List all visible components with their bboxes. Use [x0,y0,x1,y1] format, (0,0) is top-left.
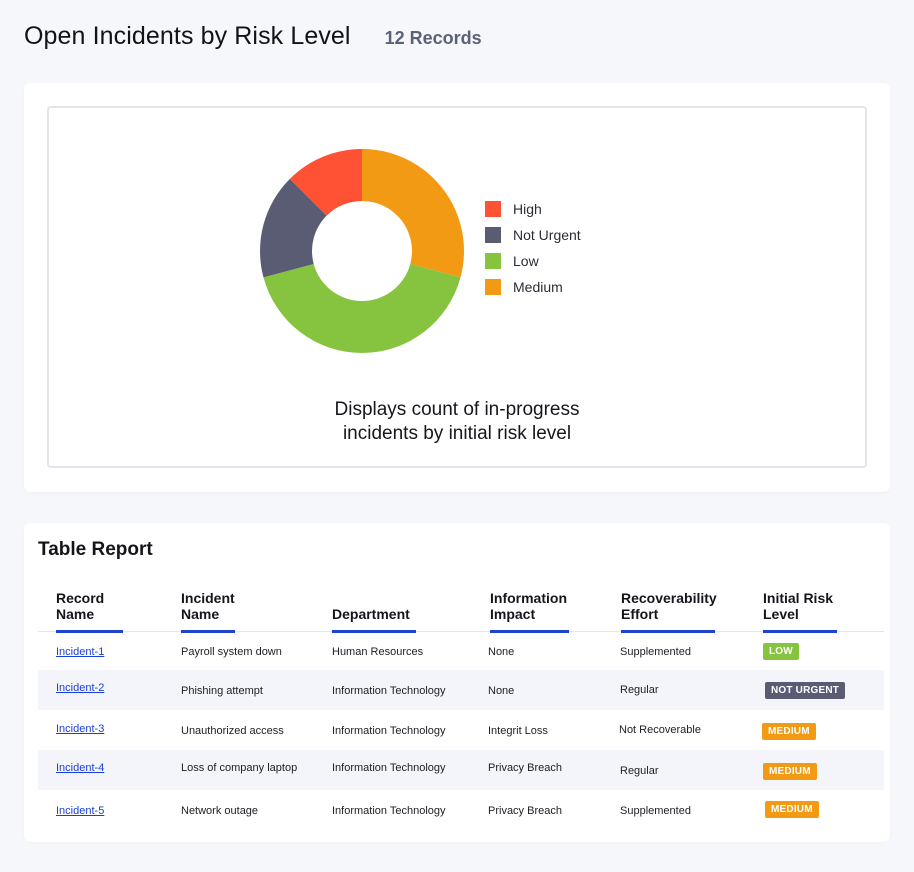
table-row: Incident-5 Network outage Information Te… [38,790,884,830]
risk-badge: MEDIUM [763,763,817,780]
header-information-impact[interactable]: Information Impact [490,590,567,622]
header-underline [490,630,569,633]
impact-cell: None [488,646,515,658]
table-row: Incident-1 Payroll system down Human Res… [38,633,884,670]
record-link[interactable]: Incident-3 [56,723,105,735]
impact-cell: Privacy Breach [488,762,562,774]
chart-panel: High Not Urgent Low Medium Displays count o… [47,106,867,468]
header-underline [332,630,416,633]
impact-cell: None [488,685,515,697]
header-line: Name [181,606,220,622]
effort-cell: Supplemented [620,805,691,817]
header-line: Initial Risk [763,590,834,606]
legend-swatch [485,279,501,295]
legend-item-low[interactable]: Low [485,248,581,274]
risk-badge: NOT URGENT [765,682,846,699]
record-link[interactable]: Incident-2 [56,682,105,694]
chart-caption-line-1: Displays count of in-progress [334,399,580,420]
header-underline [181,630,235,633]
header-underline [763,630,837,633]
donut-chart [260,149,464,354]
header-record-name[interactable]: Record Name [56,590,104,622]
record-link[interactable]: Incident-5 [56,805,105,817]
header-line: Level [763,606,799,622]
table-row: Incident-2 Phishing attempt Information … [38,670,884,710]
department-cell: Information Technology [332,725,446,737]
department-cell: Information Technology [332,805,446,817]
department-cell: Information Technology [332,762,446,774]
incident-name-cell: Phishing attempt [181,685,263,697]
record-count: 12 Records [384,28,482,48]
legend-label: Not Urgent [513,227,581,243]
effort-cell: Regular [620,684,659,696]
chart-card: High Not Urgent Low Medium Displays count o… [24,83,890,492]
incident-name-cell: Unauthorized access [181,725,284,737]
header-initial-risk-level[interactable]: Initial Risk Level [763,590,833,622]
legend-item-high[interactable]: High [485,196,581,222]
incident-name-cell: Loss of company laptop [181,762,298,774]
table-report-card: Table Report Record Name Incident Name D… [24,523,890,842]
slice-low[interactable] [263,263,461,354]
header-divider [38,631,884,632]
header-line: Information [490,590,567,606]
header-line: Effort [621,606,659,622]
risk-badge: MEDIUM [765,801,819,818]
risk-badge: MEDIUM [762,723,816,740]
table-row: Incident-4 Loss of company laptop Inform… [38,750,884,790]
header-incident-name[interactable]: Incident Name [181,590,235,622]
chart-caption-line-2: incidents by initial risk level [342,423,572,444]
record-link[interactable]: Incident-4 [56,762,105,774]
header-line: Name [56,606,95,622]
legend-item-medium[interactable]: Medium [485,274,581,300]
legend-item-not-urgent[interactable]: Not Urgent [485,222,581,248]
incident-name-cell: Network outage [181,805,259,817]
header-line: Recoverability [621,590,717,606]
table-title: Table Report [38,539,153,560]
legend-label: Low [513,253,539,269]
effort-cell: Supplemented [620,646,691,658]
legend-swatch [485,253,501,269]
chart-legend: High Not Urgent Low Medium [485,196,581,300]
effort-cell: Regular [620,765,659,777]
chart-caption: Displays count of in-progress incidents … [49,398,865,446]
department-cell: Human Resources [332,646,424,658]
department-cell: Information Technology [332,685,446,697]
slice-not-urgent[interactable] [260,178,327,278]
record-link[interactable]: Incident-1 [56,646,105,658]
table-row: Incident-3 Unauthorized access Informati… [38,710,884,750]
header-line: Department [332,606,410,622]
effort-cell: Not Recoverable [619,724,701,736]
header-line: Record [56,590,105,606]
header-recoverability-effort[interactable]: Recoverability Effort [621,590,717,622]
legend-swatch [485,227,501,243]
header-line: Impact [490,606,536,622]
header-department[interactable]: Department [332,606,410,622]
legend-label: Medium [513,279,563,295]
page-header: Open Incidents by Risk Level 12 Records [24,22,482,51]
header-underline [621,630,715,633]
legend-swatch [485,201,501,217]
page-title: Open Incidents by Risk Level [24,22,351,50]
impact-cell: Privacy Breach [488,805,562,817]
header-line: Incident [181,590,235,606]
risk-badge: LOW [763,643,799,660]
header-underline [56,630,123,633]
impact-cell: Integrit Loss [488,725,548,737]
incident-name-cell: Payroll system down [181,646,282,658]
legend-label: High [513,201,542,217]
slice-medium[interactable] [362,149,464,278]
slice-high[interactable] [289,149,362,216]
